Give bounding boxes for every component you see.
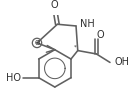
Text: OH: OH xyxy=(114,57,129,67)
Text: HO: HO xyxy=(6,73,21,83)
Text: NH: NH xyxy=(80,19,95,29)
Text: Θ: Θ xyxy=(34,40,40,46)
Text: O: O xyxy=(96,30,104,40)
Text: *: * xyxy=(74,45,77,50)
Text: O: O xyxy=(50,0,58,10)
